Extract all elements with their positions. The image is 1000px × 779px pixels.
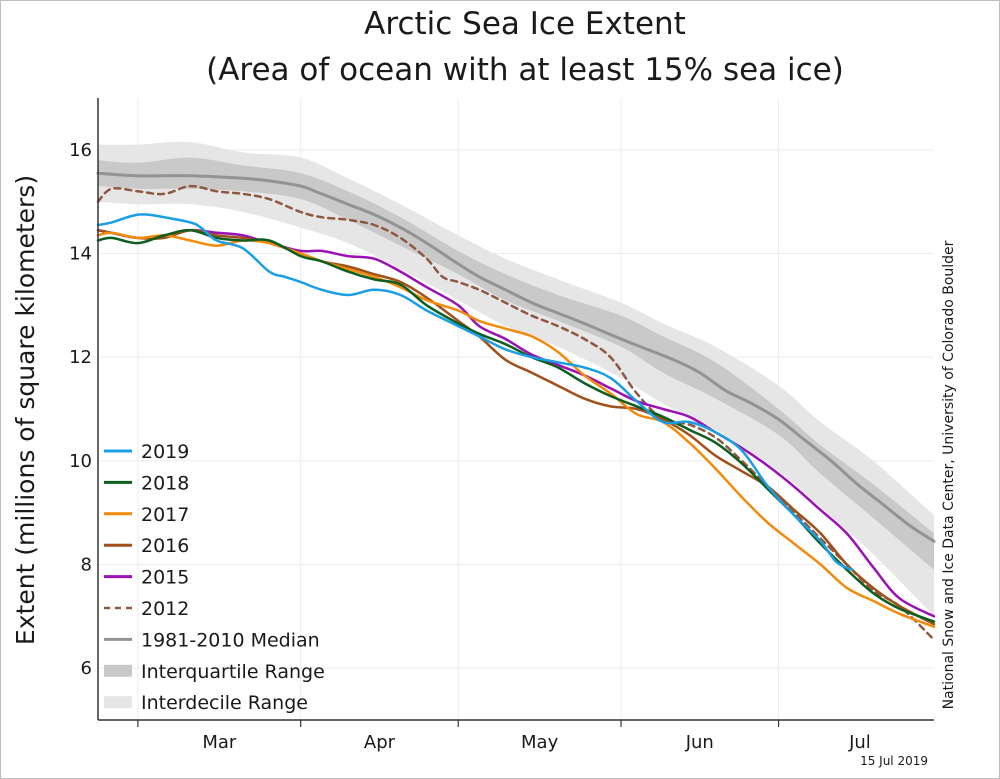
y-axis-label: Extent (millions of square kilometers) [11, 175, 40, 645]
y-tick-label: 14 [69, 244, 92, 265]
legend: 2019 2018 2017 2016 2015 2012 1981-2010 Median… [104, 441, 325, 714]
y-tick-label: 8 [81, 555, 92, 576]
interdecile-band [98, 141, 934, 617]
legend-label: 1981-2010 Median [141, 629, 320, 651]
legend-label: 2015 [141, 567, 189, 589]
x-tick-label-mar: Mar [202, 732, 237, 753]
legend-item-2017: 2017 [104, 504, 189, 526]
chart-title-line2: (Area of ocean with at least 15% sea ice… [206, 52, 844, 88]
legend-item-1981-2010-median: 1981-2010 Median [104, 629, 320, 651]
legend-item-interquartile-range: Interquartile Range [104, 661, 325, 683]
legend-item-2018: 2018 [104, 472, 189, 494]
series-line-1981-2010-median [96, 171, 936, 543]
legend-item-2012: 2012 [104, 598, 189, 620]
band-layer [98, 141, 934, 617]
series-line-2015 [96, 228, 936, 618]
x-tick-label-jun: Jun [685, 732, 714, 753]
legend-label: 2017 [141, 504, 189, 526]
legend-item-2015: 2015 [104, 567, 189, 589]
series-line-2017 [96, 231, 936, 628]
legend-item-2019: 2019 [104, 441, 189, 463]
axis-layer: 6 8 10 12 14 16 Mar Apr May Jun Jul [69, 98, 934, 753]
legend-swatch [104, 664, 132, 677]
legend-label: 2012 [141, 598, 189, 620]
legend-label: Interdecile Range [141, 692, 308, 714]
series-line-2019 [96, 213, 854, 571]
interquartile-band [98, 157, 934, 570]
x-tick-label-apr: Apr [364, 732, 396, 753]
grid-layer [98, 98, 934, 720]
date-stamp: 15 Jul 2019 [860, 754, 928, 768]
series-line-2012 [96, 184, 936, 641]
legend-label: 2019 [141, 441, 189, 463]
legend-item-2016: 2016 [104, 535, 189, 557]
legend-item-interdecile-range: Interdecile Range [104, 692, 308, 714]
x-tick-label-may: May [521, 732, 559, 753]
chart-title-line1: Arctic Sea Ice Extent [364, 6, 686, 42]
y-tick-label: 10 [69, 451, 92, 472]
series-line-2016 [96, 228, 936, 626]
x-tick-label-jul: Jul [848, 732, 871, 753]
legend-label: Interquartile Range [141, 661, 325, 683]
legend-swatch [104, 696, 132, 709]
legend-label: 2018 [141, 472, 189, 494]
y-tick-label: 6 [81, 658, 92, 679]
credit-text: National Snow and Ice Data Center, Unive… [941, 240, 957, 709]
series-layer [96, 171, 936, 641]
legend-label: 2016 [141, 535, 189, 557]
y-tick-label: 12 [69, 347, 92, 368]
y-tick-label: 16 [69, 140, 92, 161]
